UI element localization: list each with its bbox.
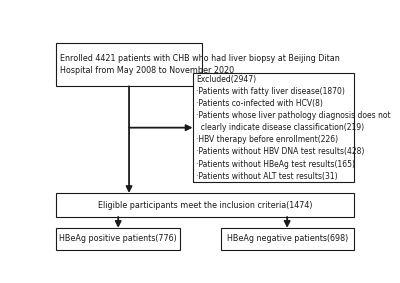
FancyBboxPatch shape <box>56 193 354 217</box>
Text: Enrolled 4421 patients with CHB who had liver biopsy at Beijing Ditan
Hospital f: Enrolled 4421 patients with CHB who had … <box>60 54 340 75</box>
FancyBboxPatch shape <box>56 228 180 250</box>
FancyBboxPatch shape <box>193 73 354 182</box>
Text: HBeAg positive patients(776): HBeAg positive patients(776) <box>59 234 177 243</box>
Text: HBeAg negative patients(698): HBeAg negative patients(698) <box>226 234 348 243</box>
Text: Eligible participants meet the inclusion criteria(1474): Eligible participants meet the inclusion… <box>98 201 312 209</box>
FancyBboxPatch shape <box>56 43 202 86</box>
Text: Excluded(2947)
·Patients with fatty liver disease(1870)
·Patients co-infected wi: Excluded(2947) ·Patients with fatty live… <box>196 74 391 181</box>
FancyBboxPatch shape <box>220 228 354 250</box>
